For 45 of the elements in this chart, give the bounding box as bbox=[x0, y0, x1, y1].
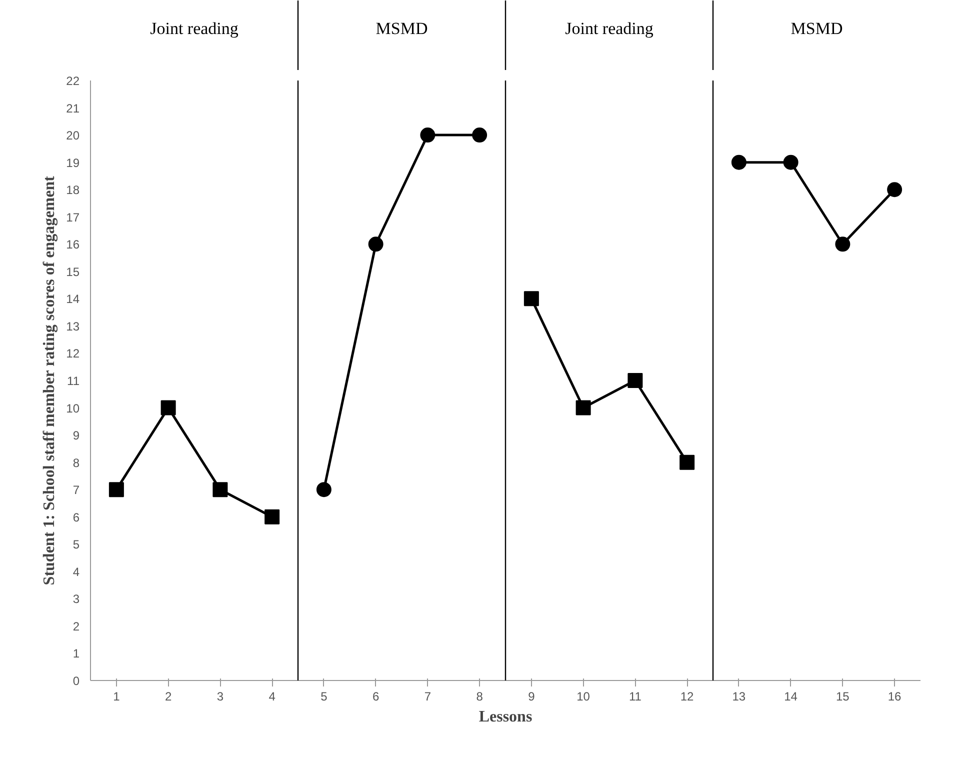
x-tick-label: 7 bbox=[424, 690, 432, 704]
y-tick-label: 1 bbox=[72, 646, 80, 661]
x-tick-label: 13 bbox=[732, 690, 746, 704]
y-tick-label: 4 bbox=[72, 564, 80, 579]
x-tick-label: 3 bbox=[216, 690, 224, 704]
y-tick-label: 14 bbox=[66, 292, 80, 306]
text: Joint reading bbox=[565, 19, 654, 38]
y-tick-label: 9 bbox=[72, 428, 80, 443]
x-tick-label: 10 bbox=[576, 690, 590, 704]
y-tick-label: 15 bbox=[66, 264, 80, 279]
x-tick-label: 2 bbox=[164, 690, 172, 704]
x-tick-label: 15 bbox=[836, 690, 850, 704]
text: MSMD bbox=[376, 19, 428, 38]
x-tick-label: 5 bbox=[320, 690, 328, 704]
x-tick-label: 1 bbox=[113, 690, 120, 704]
x-tick-label: 8 bbox=[476, 690, 484, 704]
text: MSMD bbox=[790, 19, 843, 38]
y-tick-label: 5 bbox=[72, 538, 80, 552]
x-tick-label: 16 bbox=[888, 690, 902, 704]
text: Joint reading bbox=[150, 19, 239, 38]
y-tick-label: 17 bbox=[66, 210, 80, 224]
y-tick-label: 22 bbox=[66, 74, 80, 88]
x-tick-label: 12 bbox=[680, 690, 694, 704]
y-tick-label: 7 bbox=[72, 483, 80, 498]
y-tick-label: 20 bbox=[66, 128, 80, 143]
y-tick-label: 16 bbox=[66, 238, 80, 252]
y-tick-label: 2 bbox=[72, 619, 80, 634]
y-axis-title: Student 1: School staff member rating scores of engagement bbox=[41, 175, 58, 586]
y-tick-label: 21 bbox=[66, 101, 80, 116]
x-tick-label: 6 bbox=[372, 690, 380, 704]
y-tick-label: 13 bbox=[66, 319, 80, 334]
y-tick-label: 18 bbox=[66, 183, 80, 198]
y-tick-label: 0 bbox=[72, 674, 80, 688]
y-tick-label: 19 bbox=[66, 156, 80, 170]
y-tick-label: 10 bbox=[66, 401, 80, 416]
y-tick-label: 12 bbox=[66, 346, 80, 361]
y-tick-label: 3 bbox=[72, 592, 80, 606]
x-tick-label: 4 bbox=[268, 690, 276, 704]
y-tick-label: 8 bbox=[72, 456, 80, 470]
x-tick-label: 11 bbox=[628, 690, 642, 704]
x-tick-label: 9 bbox=[528, 690, 536, 704]
x-tick-label: 14 bbox=[784, 690, 798, 704]
x-axis-title: Lessons bbox=[478, 708, 532, 726]
y-tick-label: 11 bbox=[67, 374, 80, 388]
y-tick-label: 6 bbox=[72, 510, 80, 524]
